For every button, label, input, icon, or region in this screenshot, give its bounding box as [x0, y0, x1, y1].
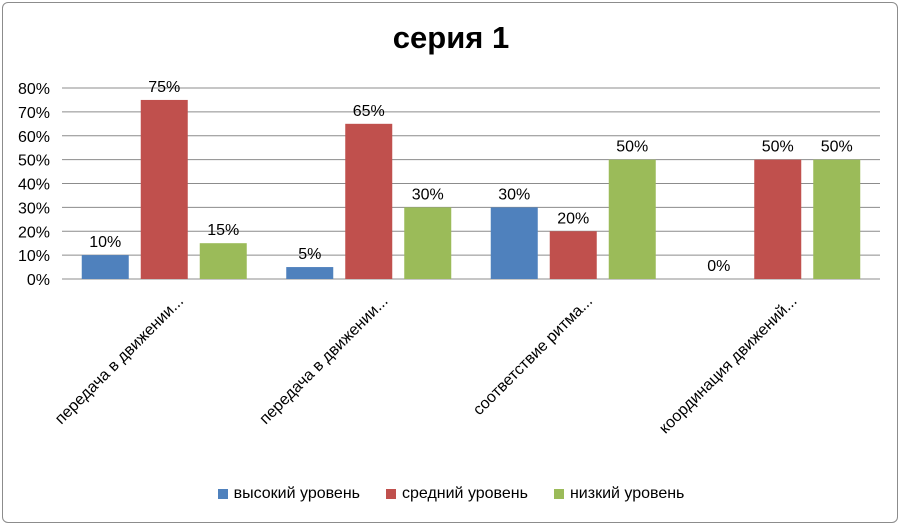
- bar: [345, 123, 393, 279]
- gridlines: [62, 87, 880, 280]
- y-tick-label: 80%: [18, 81, 50, 98]
- bar: [813, 159, 861, 279]
- legend-item: низкий уровень: [553, 485, 685, 503]
- data-label: 50%: [821, 139, 853, 156]
- bar: [286, 267, 334, 279]
- bar: [490, 207, 538, 279]
- y-tick-label: 0%: [27, 272, 50, 289]
- data-label: 0%: [707, 258, 730, 275]
- data-label: 50%: [762, 139, 794, 156]
- data-label: 20%: [557, 210, 589, 227]
- legend-swatch: [553, 489, 564, 499]
- bar: [754, 159, 802, 279]
- legend-swatch: [217, 489, 228, 499]
- data-label: 75%: [148, 79, 180, 96]
- bar: [404, 207, 452, 279]
- legend-label: средний уровень: [402, 485, 528, 502]
- chart-title: серия 1: [392, 20, 510, 55]
- y-tick-label: 50%: [18, 153, 50, 170]
- y-tick-label: 60%: [18, 129, 50, 146]
- y-tick-label: 40%: [18, 177, 50, 194]
- data-label: 5%: [298, 246, 321, 263]
- bar: [608, 159, 656, 279]
- y-axis-ticks: 0% 10% 20% 30% 40% 50% 60% 70% 80%: [18, 81, 50, 289]
- data-label: 50%: [616, 139, 648, 156]
- legend-item: высокий уровень: [217, 485, 360, 503]
- category-label: передача в движении...: [52, 293, 187, 428]
- category-label: передача в движении...: [257, 293, 392, 428]
- bars: [81, 99, 861, 279]
- data-label: 30%: [412, 186, 444, 203]
- y-tick-label: 10%: [18, 248, 50, 265]
- data-label: 30%: [498, 186, 530, 203]
- bar: [199, 243, 247, 279]
- category-label: соответствие ритма...: [470, 293, 596, 419]
- bar: [140, 99, 188, 279]
- bar: [81, 255, 129, 279]
- category-labels: передача в движении... передача в движени…: [52, 293, 801, 437]
- bar: [549, 231, 597, 279]
- legend-label: низкий уровень: [569, 485, 685, 502]
- legend: высокий уровень средний уровень низкий уро…: [0, 485, 902, 503]
- legend-swatch: [386, 489, 396, 499]
- y-tick-label: 20%: [18, 224, 50, 241]
- legend-label: высокий уровень: [233, 485, 360, 502]
- legend-item: средний уровень: [386, 485, 528, 503]
- data-label: 10%: [89, 234, 121, 251]
- category-label: координация движений...: [656, 293, 800, 437]
- data-labels: 10% 75% 15% 5% 65% 30% 30% 20% 50% 0% 50% 50%: [89, 79, 853, 275]
- data-label: 15%: [207, 222, 239, 239]
- bar-chart: 0% 10% 20% 30% 40% 50% 60% 70% 80% 10% 75% 15% 5% 65…: [18, 79, 880, 437]
- y-tick-label: 30%: [18, 200, 50, 217]
- y-tick-label: 70%: [18, 105, 50, 122]
- data-label: 65%: [353, 103, 385, 120]
